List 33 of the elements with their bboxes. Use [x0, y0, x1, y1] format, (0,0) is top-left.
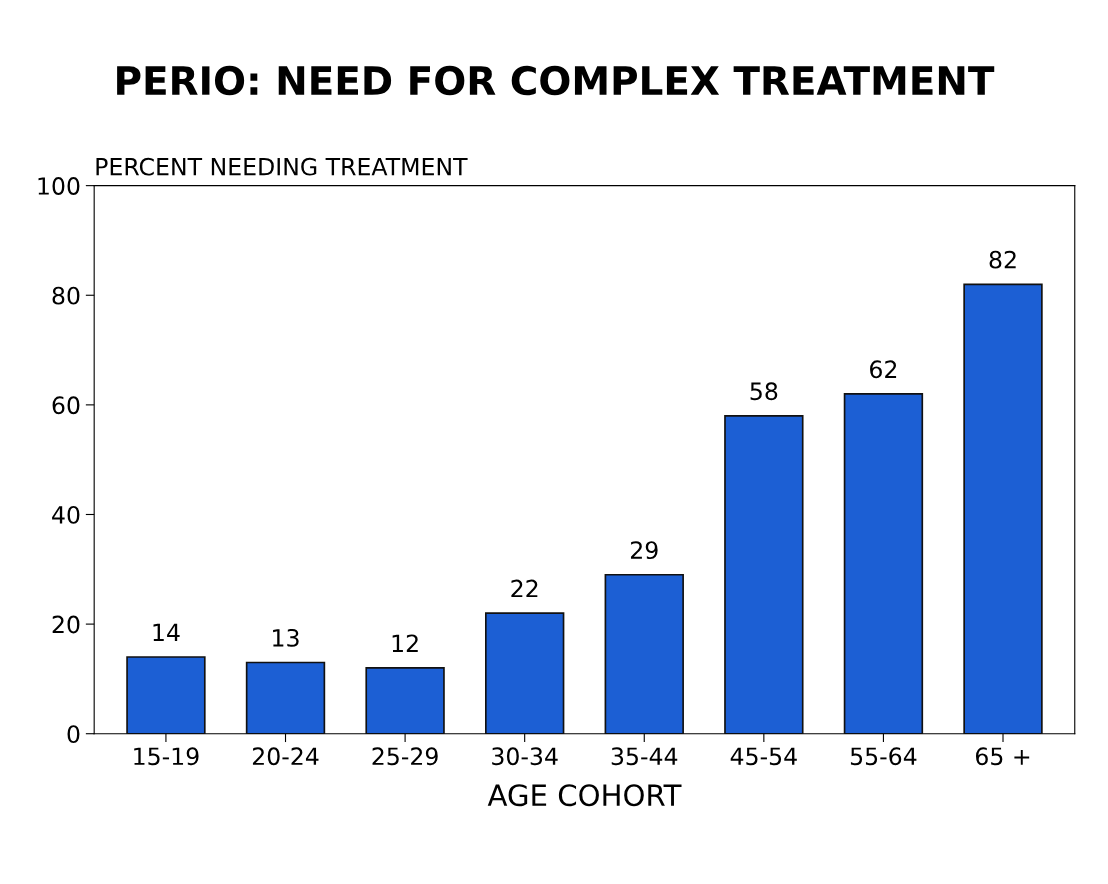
y-tick-label: 40	[52, 505, 80, 524]
data-label: 58	[750, 382, 778, 401]
x-tick-label: 30-34	[492, 747, 558, 766]
y-tick-label: 20	[52, 615, 80, 634]
bar	[843, 393, 924, 734]
data-label: 22	[511, 579, 538, 598]
x-tick-label: 45-54	[730, 747, 797, 766]
data-label: 62	[870, 360, 897, 379]
data-label: 82	[989, 250, 1016, 269]
bar	[724, 414, 804, 734]
data-label: 13	[273, 628, 299, 647]
y-axis-title: PERCENT NEEDING TREATMENT	[96, 157, 468, 176]
x-tick-label: 55-64	[850, 747, 917, 766]
x-tick-label: 35-44	[611, 747, 678, 766]
data-label: 14	[153, 623, 180, 641]
bar	[245, 661, 326, 734]
x-tick-label: 20-24	[252, 747, 319, 766]
bar	[604, 573, 684, 734]
y-tick-label: 100	[38, 177, 80, 195]
x-tick-label: 25-29	[372, 747, 438, 766]
bar	[126, 656, 206, 734]
data-label: 29	[630, 541, 658, 560]
x-tick-label: 15-19	[134, 747, 199, 766]
x-axis-title: AGE COHORT	[487, 784, 682, 807]
x-tick-label: 65 +	[975, 747, 1030, 766]
y-tick-label: 80	[52, 286, 80, 305]
y-tick-label: 0	[67, 725, 80, 744]
data-label: 12	[392, 634, 418, 652]
bar	[963, 283, 1043, 734]
bar	[484, 612, 565, 734]
chart-title: PERIO: NEED FOR COMPLEX TREATMENT	[117, 65, 995, 96]
bar	[365, 667, 445, 734]
y-tick-label: 60	[52, 396, 80, 415]
